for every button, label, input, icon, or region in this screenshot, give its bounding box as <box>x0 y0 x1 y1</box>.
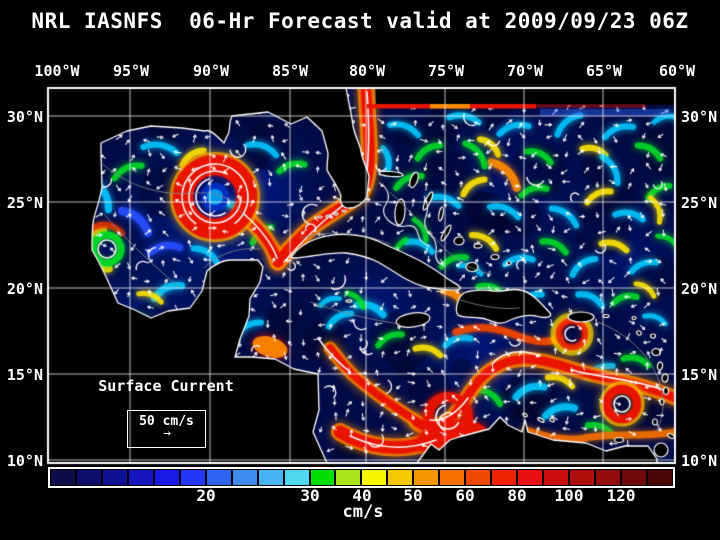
lon-tick-label: 70°W <box>506 62 544 80</box>
lon-tick-label: 80°W <box>348 62 386 80</box>
reference-vector-value: 50 cm/s <box>139 414 194 429</box>
colorbar-cell <box>570 470 595 485</box>
plot-title: NRL IASNFS 06-Hr Forecast valid at 2009/… <box>31 9 689 33</box>
lat-tick-label: 10°N <box>6 452 43 470</box>
lat-tick-label: 15°N <box>6 366 43 384</box>
lon-tick-label: 65°W <box>585 62 623 80</box>
colorbar-tick-label: 50 <box>403 486 423 505</box>
colorbar-cell <box>388 470 413 485</box>
colorbar-unit-label: cm/s <box>342 502 384 522</box>
colorbar-cell <box>414 470 439 485</box>
colorbar-cell <box>51 470 75 485</box>
colorbar-cell <box>154 470 179 485</box>
colorbar-tick-label: 40 <box>352 486 372 505</box>
lon-tick-label: 75°W <box>427 62 465 80</box>
colorbar-cell <box>647 470 672 485</box>
lon-tick-label: 95°W <box>112 62 150 80</box>
lon-tick-label: 90°W <box>192 62 230 80</box>
colorbar-cell <box>596 470 620 485</box>
colorbar-cell <box>544 470 569 485</box>
colorbar-cell <box>258 470 283 485</box>
reference-vector-arrow-icon: → <box>163 426 171 441</box>
colorbar-cell <box>284 470 309 485</box>
colorbar-cell <box>466 470 491 485</box>
lat-tick-label: 30°N <box>6 108 43 126</box>
colorbar-tick-label: 20 <box>196 486 216 505</box>
colorbar-cell <box>128 470 153 485</box>
colorbar-tick-label: 80 <box>507 486 527 505</box>
lat-tick-label: 20°N <box>681 280 718 298</box>
lon-tick-label: 85°W <box>271 62 309 80</box>
lat-tick-label: 15°N <box>681 366 718 384</box>
colorbar-tick-label: 30 <box>300 486 320 505</box>
colorbar-cell <box>180 470 205 485</box>
colorbar-cell <box>336 470 361 485</box>
lat-tick-label: 30°N <box>681 108 718 126</box>
colorbar-cell <box>206 470 231 485</box>
reference-vector-box: 50 cm/s → <box>127 410 206 448</box>
lat-tick-label: 25°N <box>6 194 43 212</box>
colorbar-cell <box>232 470 257 485</box>
lat-tick-label: 20°N <box>6 280 43 298</box>
colorbar-tick-label: 120 <box>606 486 636 505</box>
colorbar <box>48 467 675 488</box>
colorbar-tick-label: 100 <box>554 486 584 505</box>
lat-tick-label: 10°N <box>681 452 718 470</box>
lon-tick-label: 60°W <box>658 62 696 80</box>
colorbar-cell <box>518 470 543 485</box>
colorbar-cell <box>492 470 517 485</box>
surface-current-label: Surface Current <box>98 377 234 395</box>
colorbar-tick-label: 60 <box>455 486 475 505</box>
lon-tick-label: 100°W <box>34 62 80 80</box>
lat-tick-label: 25°N <box>681 194 718 212</box>
colorbar-cell <box>76 470 101 485</box>
colorbar-cell <box>362 470 387 485</box>
colorbar-cell <box>621 470 646 485</box>
colorbar-cell <box>440 470 465 485</box>
colorbar-cell <box>310 470 335 485</box>
colorbar-cell <box>102 470 127 485</box>
